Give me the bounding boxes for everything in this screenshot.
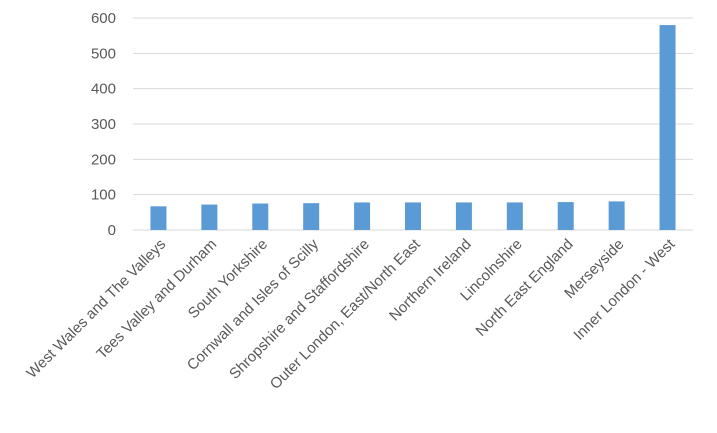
bar: [608, 201, 625, 230]
bar: [303, 203, 320, 230]
bar: [557, 202, 574, 230]
x-tick-label: North East England: [473, 236, 577, 340]
y-tick-label: 0: [108, 222, 116, 239]
bar: [405, 202, 421, 230]
bars: [150, 25, 676, 230]
y-tick-label: 500: [91, 45, 116, 62]
gridlines: [133, 17, 693, 231]
bar: [201, 204, 218, 230]
y-tick-label: 300: [91, 116, 116, 133]
y-axis-ticks: 0 100 200 300 400 500 600: [91, 10, 116, 239]
y-tick-label: 100: [91, 187, 116, 204]
x-tick-label: Inner London - West: [570, 235, 679, 344]
bar: [150, 206, 167, 230]
bar: [252, 203, 269, 230]
y-tick-label: 400: [91, 81, 116, 98]
bar: [659, 25, 676, 230]
y-tick-label: 600: [91, 10, 116, 27]
bar: [506, 202, 523, 230]
bar: [455, 202, 472, 230]
bar: [354, 202, 371, 230]
y-tick-label: 200: [91, 151, 116, 168]
